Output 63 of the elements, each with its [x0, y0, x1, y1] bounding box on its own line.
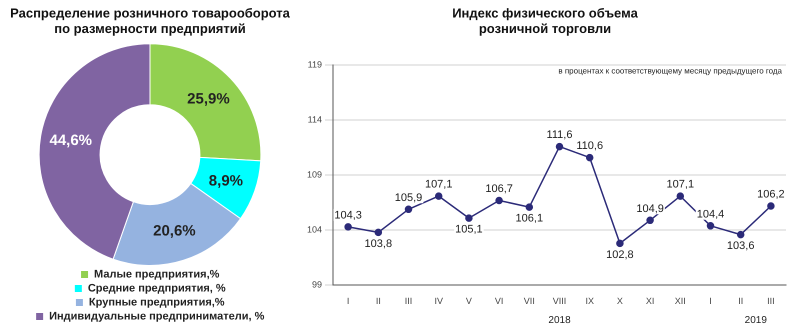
- chart-title: Распределение розничного товарооборота по размерности предприятий: [10, 5, 291, 36]
- x-tick-label: V: [466, 296, 472, 306]
- x-tick-label: I: [346, 296, 350, 306]
- data-label: 103,8: [364, 238, 392, 250]
- data-label: 104,4: [696, 208, 724, 220]
- x-tick-label: XII: [674, 296, 686, 306]
- data-label: 105,1: [455, 224, 483, 236]
- data-label: 25,9%: [187, 90, 230, 108]
- data-label: 105,9: [394, 192, 422, 204]
- data-label: 106,1: [516, 212, 544, 225]
- point: [344, 223, 352, 231]
- x-tick-label: VII: [524, 296, 535, 306]
- data-label: 106,7: [485, 183, 513, 196]
- x-tick-label: I: [709, 296, 712, 306]
- point: [646, 216, 654, 224]
- x-tick-label: II: [376, 296, 381, 306]
- data-label: 104,9: [636, 202, 664, 215]
- x-tick-label: VIII: [552, 296, 566, 306]
- x-tick-label: IX: [585, 296, 594, 306]
- y-tick-label: 109: [306, 170, 322, 180]
- x-tick-label: XI: [646, 296, 654, 306]
- x-tick-label: III: [767, 296, 775, 306]
- data-label: 20,6%: [153, 222, 196, 240]
- text: 2018: [548, 314, 572, 326]
- x-tick-label: VI: [494, 296, 504, 306]
- data-label: 8,9%: [208, 172, 244, 190]
- data-label: 106,2: [757, 188, 785, 201]
- text: 2019: [744, 314, 768, 326]
- legend-label: Малые предприятия,%: [94, 268, 220, 281]
- point: [706, 222, 714, 230]
- x-tick-label: II: [738, 296, 744, 306]
- point: [767, 202, 775, 210]
- legend-label: Индивидуальные предприниматели, %: [49, 310, 265, 323]
- y-tick-label: 114: [308, 114, 322, 125]
- data-label: 107,1: [666, 178, 694, 191]
- data-label: 103,6: [726, 240, 754, 252]
- legend-label: Крупные предприятия,%: [88, 296, 225, 309]
- point: [586, 154, 594, 162]
- y-tick-label: 119: [308, 60, 322, 70]
- data-label: 107,1: [424, 178, 452, 191]
- chart-title: Индекс физического объема розничной торговли: [452, 5, 639, 36]
- point: [374, 228, 382, 236]
- annotation: в процентах к соответствующему месяцу предыдущего года: [558, 66, 783, 76]
- point: [526, 203, 534, 211]
- x-tick-label: IV: [434, 296, 443, 306]
- x-tick-label: III: [404, 296, 412, 306]
- point: [495, 196, 503, 204]
- y-tick-label: 99: [312, 280, 322, 290]
- point: [434, 192, 442, 200]
- point: [676, 192, 684, 200]
- data-label: 44,6%: [49, 132, 92, 150]
- point: [616, 240, 624, 248]
- data-label: 110,6: [576, 140, 604, 152]
- data-label: 111,6: [546, 129, 572, 142]
- point: [465, 214, 473, 222]
- data-label: 104,3: [334, 209, 362, 222]
- legend-label: Средние предприятия, %: [88, 282, 226, 295]
- point: [736, 230, 744, 238]
- point: [404, 206, 412, 214]
- x-tick-label: X: [616, 296, 623, 306]
- point: [556, 142, 564, 150]
- data-label: 102,8: [606, 248, 634, 261]
- y-tick-label: 104: [306, 224, 322, 235]
